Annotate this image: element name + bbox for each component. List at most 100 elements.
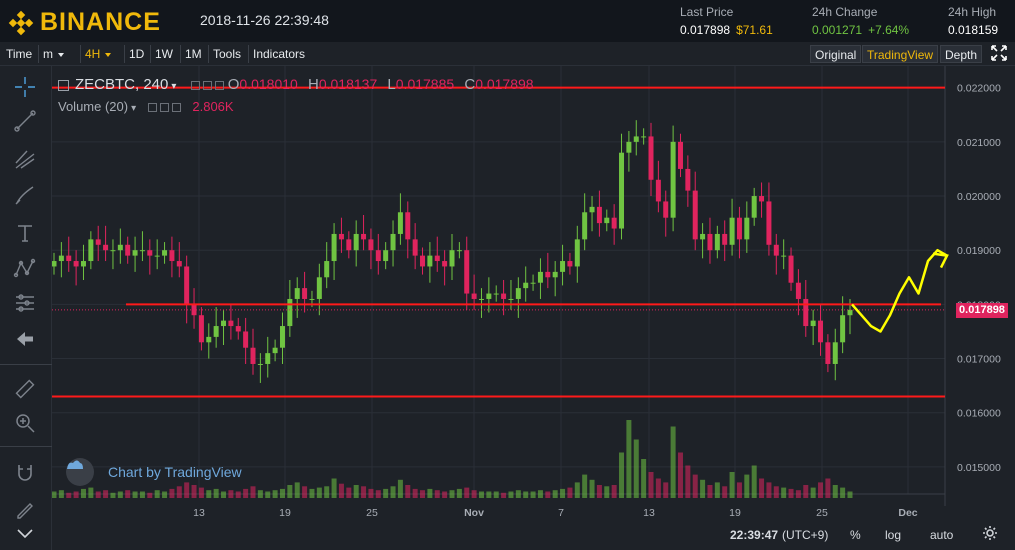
interval-4h-button[interactable]: 4H (80, 45, 115, 63)
candle-body (677, 141, 683, 169)
crosshair-icon[interactable] (10, 72, 40, 102)
pattern-tool-icon[interactable] (10, 254, 40, 284)
candle-body (162, 250, 168, 256)
volume-bar (795, 490, 801, 498)
volume-bar (788, 488, 794, 498)
depth-view-button[interactable]: Depth (940, 45, 983, 63)
tradingview-watermark[interactable]: Chart by TradingView (66, 458, 242, 486)
pitchfork-icon[interactable] (10, 144, 40, 174)
eye-icon[interactable] (190, 80, 200, 90)
indicators-button[interactable]: Indicators (248, 45, 309, 63)
candle-body (442, 261, 448, 267)
log-scale-button[interactable]: log (885, 528, 902, 542)
candle-body (132, 250, 138, 256)
candle-body (574, 239, 580, 267)
low-key: L (387, 76, 396, 93)
candle-body (309, 298, 315, 300)
symbol-dropdown-icon[interactable]: ▾ (171, 81, 177, 92)
collapse-chevron-icon[interactable] (10, 518, 40, 548)
last-price-badge: 0.017898 (956, 302, 1008, 318)
volume-bar (80, 488, 86, 498)
time-button[interactable]: Time (6, 47, 33, 61)
pencil-lock-icon[interactable] (10, 494, 40, 524)
candle-body (110, 250, 116, 252)
candle-body (361, 233, 367, 240)
candle-body (803, 298, 809, 327)
chart-legend: ZECBTC, 240 ▾ O0.018010 H0.018137 L0.0178… (58, 76, 534, 93)
interval-1w-button[interactable]: 1W (150, 45, 177, 63)
candle-body (744, 217, 750, 240)
symbol-label[interactable]: ZECBTC, 240 (75, 76, 169, 93)
zoom-in-icon[interactable] (10, 408, 40, 438)
candle-body (191, 304, 197, 316)
volume-bar (412, 488, 418, 498)
trend-line-icon[interactable] (10, 106, 40, 136)
interval-1M-button[interactable]: 1M (180, 45, 206, 63)
volume-eye-icon[interactable] (147, 103, 157, 113)
chart-canvas[interactable]: 0.0220000.0210000.0200000.0190000.018000… (52, 66, 1015, 550)
volume-bar (456, 488, 462, 498)
chart-bottom-bar: 22:39:47 (UTC+9) % log auto (52, 520, 1015, 550)
auto-scale-button[interactable]: auto (930, 528, 954, 542)
volume-bar (552, 490, 558, 498)
candle-body (766, 201, 772, 245)
candle-body (449, 250, 455, 267)
time-tick-label: Dec (898, 507, 917, 519)
candle-body (596, 206, 602, 224)
candle-body (582, 212, 588, 240)
candle-body (228, 320, 234, 327)
top-header: BINANCE 2018-11-26 22:39:48 Last Price 0… (0, 0, 1015, 42)
candle-body (235, 326, 241, 332)
candle-body (729, 217, 735, 245)
price-chart[interactable]: 0.0220000.0210000.0200000.0190000.018000… (52, 66, 1015, 550)
collapse-legend-icon[interactable] (58, 79, 69, 91)
ruler-icon[interactable] (10, 374, 40, 404)
volume-bar (390, 486, 396, 498)
volume-bar (722, 486, 728, 498)
percent-scale-button[interactable]: % (850, 528, 861, 542)
candle-body (434, 255, 440, 262)
drawing-tools-panel (0, 66, 52, 550)
volume-bar (619, 452, 625, 498)
candle-body (685, 168, 691, 191)
volume-settings-icon[interactable] (159, 103, 169, 113)
candle-body (265, 353, 271, 364)
volume-bar (670, 426, 676, 498)
volume-bar (184, 482, 190, 498)
candle-body (73, 261, 79, 267)
watermark-text: Chart by TradingView (108, 464, 242, 480)
volume-bar (685, 465, 691, 498)
text-tool-icon[interactable] (10, 218, 40, 248)
magnet-icon[interactable] (10, 458, 40, 488)
binance-logo[interactable]: BINANCE (8, 8, 161, 37)
brush-icon[interactable] (10, 180, 40, 210)
original-view-button[interactable]: Original (810, 45, 862, 63)
timezone-button[interactable]: (UTC+9) (782, 528, 829, 542)
volume-bar (265, 491, 271, 498)
volume-label[interactable]: Volume (20) (58, 99, 129, 114)
fullscreen-icon[interactable] (986, 44, 1012, 62)
volume-dropdown-icon[interactable]: ▾ (131, 103, 137, 114)
price-tick-label: 0.022000 (957, 83, 1001, 95)
candle-body (840, 315, 846, 343)
candle-body (788, 255, 794, 283)
back-arrow-icon[interactable] (10, 324, 40, 354)
candle-body (221, 320, 227, 327)
interval-1d-button[interactable]: 1D (124, 45, 148, 63)
candle-body (781, 255, 787, 257)
volume-bar (198, 487, 204, 498)
volume-close-icon[interactable] (171, 103, 181, 113)
volume-bar (154, 490, 160, 498)
tools-button[interactable]: Tools (208, 45, 245, 63)
minute-interval-dropdown[interactable]: m (38, 45, 68, 63)
volume-bar (596, 485, 602, 498)
volume-bar (316, 487, 322, 498)
high-legend-value: 0.018137 (318, 76, 378, 92)
prediction-tool-icon[interactable] (10, 288, 40, 318)
binance-logo-icon (8, 10, 34, 35)
close-icon[interactable] (214, 80, 224, 90)
settings-icon[interactable] (202, 80, 212, 90)
candle-body (537, 271, 543, 283)
time-tick-label: 7 (558, 507, 564, 519)
tradingview-view-button[interactable]: TradingView (862, 45, 939, 63)
